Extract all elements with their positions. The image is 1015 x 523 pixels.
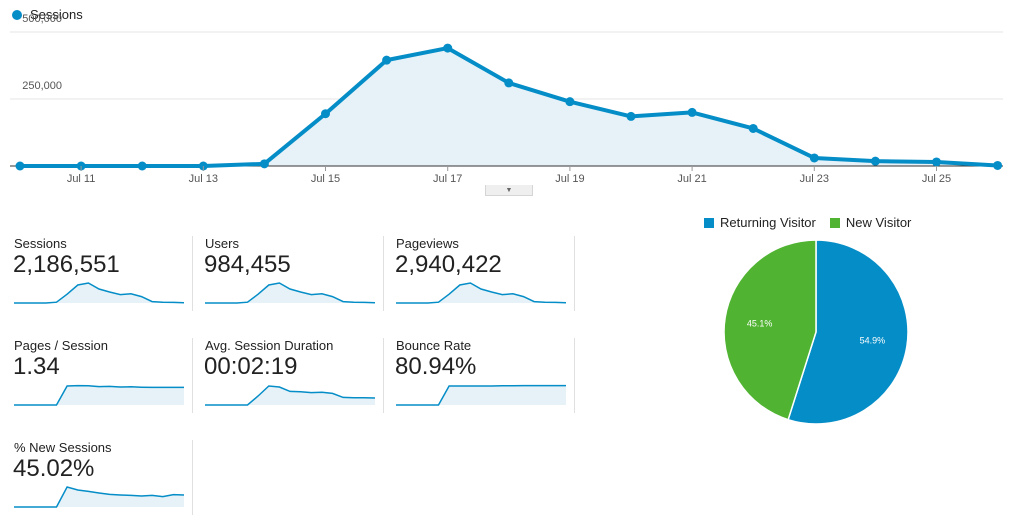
metric-label: % New Sessions [14,440,112,455]
metric-tile[interactable]: Pages / Session 1.34 [13,338,193,413]
metric-label: Avg. Session Duration [205,338,334,353]
returning-visitor-swatch [704,217,714,228]
metric-label: Users [205,236,239,251]
x-tick-label: Jul 19 [555,173,584,185]
chevron-down-icon: ▼ [505,186,513,194]
tile-separator [574,338,575,413]
pie-slice [787,240,909,425]
metric-value: 984,455 [204,251,291,278]
metric-tile[interactable]: % New Sessions 45.02% [13,440,193,515]
sessions-legend-label: Sessions [30,7,83,22]
sessions-line-chart: 500,000 250,000 Jul 11 Jul 13 Jul 15 Jul 17 Ju… [10,13,1003,185]
y-tick-label: 250,000 [22,80,62,92]
x-tick-label: Jul 21 [677,173,706,185]
metric-label: Pageviews [396,236,459,251]
sparkline-fill [205,283,375,303]
metric-tile[interactable]: Bounce Rate 80.94% [395,338,575,413]
metric-value: 2,940,422 [395,251,502,278]
metric-label: Sessions [14,236,67,251]
data-point [748,123,758,133]
metric-label: Bounce Rate [396,338,472,353]
x-tick-label: Jul 17 [433,173,462,185]
x-tick-label: Jul 15 [311,173,340,185]
sparkline-line [14,384,184,406]
sparkline-line [205,282,376,304]
sessions-legend-dot [12,9,22,20]
tile-separator [383,338,384,413]
sparkline-line [396,282,567,304]
metric-value: 1.34 [13,353,60,380]
metric-value: 00:02:19 [204,353,298,380]
x-tick-label: Jul 11 [67,173,96,185]
metric-label: Pages / Session [14,338,108,353]
sparkline-line [14,282,185,304]
metric-sparkline [205,385,376,406]
pie-slice [723,240,817,421]
metric-sparkline [14,282,185,304]
metric-sparkline [205,282,376,304]
pie-legend-returning[interactable]: Returning Visitor [704,215,816,230]
chart-collapse-handle[interactable]: ▼ [485,185,533,196]
pie-legend: Returning Visitor New Visitor [704,215,925,230]
data-point [809,153,819,163]
tile-separator [192,236,193,311]
metric-value: 80.94% [395,353,477,380]
new-visitor-label: New Visitor [845,215,912,230]
new-visitor-swatch [829,217,840,228]
data-point [687,107,697,117]
metric-value: 45.02% [13,455,95,482]
visitor-type-pie-chart: 54.9% 45.1% [723,240,909,425]
data-point [993,160,1003,170]
sparkline-fill [14,487,184,507]
metric-sparkline [14,486,185,508]
pie-legend-new[interactable]: New Visitor [829,215,912,230]
data-point [504,78,514,88]
tile-separator [383,236,384,311]
sessions-area-fill [20,48,998,166]
tile-separator [192,440,193,515]
metric-value: 2,186,551 [13,251,120,278]
metric-tile[interactable]: Users 984,455 [204,236,384,311]
data-point [443,43,453,53]
metric-tile[interactable]: Pageviews 2,940,422 [395,236,575,311]
y-tick-label: 500,000 [22,13,62,25]
metric-sparkline [396,282,567,304]
data-point [137,161,147,171]
data-point [382,55,392,65]
metric-tile[interactable]: Avg. Session Duration 00:02:19 [204,338,384,413]
main-chart-legend[interactable]: Sessions [12,7,83,22]
sparkline-fill [396,283,566,303]
data-point [15,161,25,171]
tile-separator [574,236,575,311]
pie-slice-label: 54.9% [860,336,886,346]
sparkline-line [396,384,566,406]
tile-separator [192,338,193,413]
data-point [870,156,880,166]
sparkline-line [14,486,185,508]
metric-tile[interactable]: Sessions 2,186,551 [13,236,193,311]
data-point [565,97,575,107]
sparkline-fill [396,385,566,405]
metric-sparkline [396,384,566,406]
data-point [932,157,941,167]
x-tick-label: Jul 13 [189,173,218,185]
pie-slice-label: 45.1% [747,318,773,328]
sparkline-line [205,385,376,406]
data-point [626,111,636,121]
sparkline-fill [205,386,375,405]
data-point [321,109,330,119]
sparkline-fill [14,385,184,405]
sparkline-fill [14,283,184,303]
x-tick-label: Jul 23 [800,173,829,185]
data-point [259,159,269,169]
metric-sparkline [14,384,184,406]
returning-visitor-label: Returning Visitor [720,215,816,230]
x-tick-label: Jul 25 [922,173,951,185]
